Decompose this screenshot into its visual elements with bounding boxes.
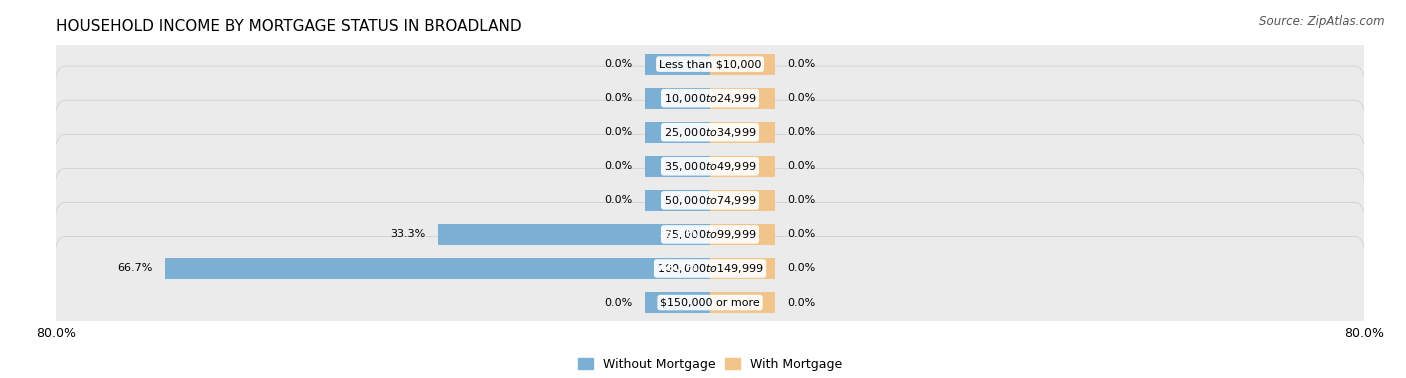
FancyBboxPatch shape [52,32,1368,164]
Text: 0.0%: 0.0% [787,127,815,137]
Text: Source: ZipAtlas.com: Source: ZipAtlas.com [1260,15,1385,28]
Text: 0.0%: 0.0% [605,93,633,103]
Bar [710,122,776,143]
Text: 0.0%: 0.0% [787,263,815,274]
Legend: Without Mortgage, With Mortgage: Without Mortgage, With Mortgage [572,353,848,376]
Bar [644,190,710,211]
Text: 0.0%: 0.0% [605,127,633,137]
Text: 0.0%: 0.0% [787,297,815,308]
Text: $35,000 to $49,999: $35,000 to $49,999 [664,160,756,173]
Bar [437,224,710,245]
Text: 0.0%: 0.0% [787,93,815,103]
Bar [710,258,776,279]
Bar [710,292,776,313]
Text: 0.0%: 0.0% [605,297,633,308]
Text: $25,000 to $34,999: $25,000 to $34,999 [664,126,756,139]
Bar [644,292,710,313]
Text: $75,000 to $99,999: $75,000 to $99,999 [664,228,756,241]
Text: $100,000 to $149,999: $100,000 to $149,999 [657,262,763,275]
Bar [644,156,710,177]
FancyBboxPatch shape [52,134,1368,266]
Bar [710,88,776,109]
Text: 0.0%: 0.0% [787,59,815,69]
Bar [644,88,710,109]
Text: HOUSEHOLD INCOME BY MORTGAGE STATUS IN BROADLAND: HOUSEHOLD INCOME BY MORTGAGE STATUS IN B… [56,20,522,34]
Text: 33.3%: 33.3% [391,229,426,239]
FancyBboxPatch shape [52,100,1368,232]
Text: 33.3%: 33.3% [659,229,697,239]
Bar [710,54,776,75]
FancyBboxPatch shape [52,237,1368,369]
FancyBboxPatch shape [52,66,1368,198]
Text: $50,000 to $74,999: $50,000 to $74,999 [664,194,756,207]
FancyBboxPatch shape [52,168,1368,301]
Text: Less than $10,000: Less than $10,000 [659,59,761,69]
Text: 0.0%: 0.0% [605,161,633,171]
Text: 66.7%: 66.7% [659,263,697,274]
Text: 0.0%: 0.0% [605,59,633,69]
FancyBboxPatch shape [52,202,1368,335]
Text: 0.0%: 0.0% [787,161,815,171]
Bar [165,258,710,279]
Text: 0.0%: 0.0% [787,229,815,239]
Text: 0.0%: 0.0% [787,195,815,205]
Bar [710,156,776,177]
Text: 0.0%: 0.0% [605,195,633,205]
Bar [710,224,776,245]
Text: $10,000 to $24,999: $10,000 to $24,999 [664,91,756,105]
Bar [710,190,776,211]
Bar [644,122,710,143]
Text: $150,000 or more: $150,000 or more [661,297,759,308]
FancyBboxPatch shape [52,0,1368,130]
Text: 66.7%: 66.7% [117,263,153,274]
Bar [644,54,710,75]
